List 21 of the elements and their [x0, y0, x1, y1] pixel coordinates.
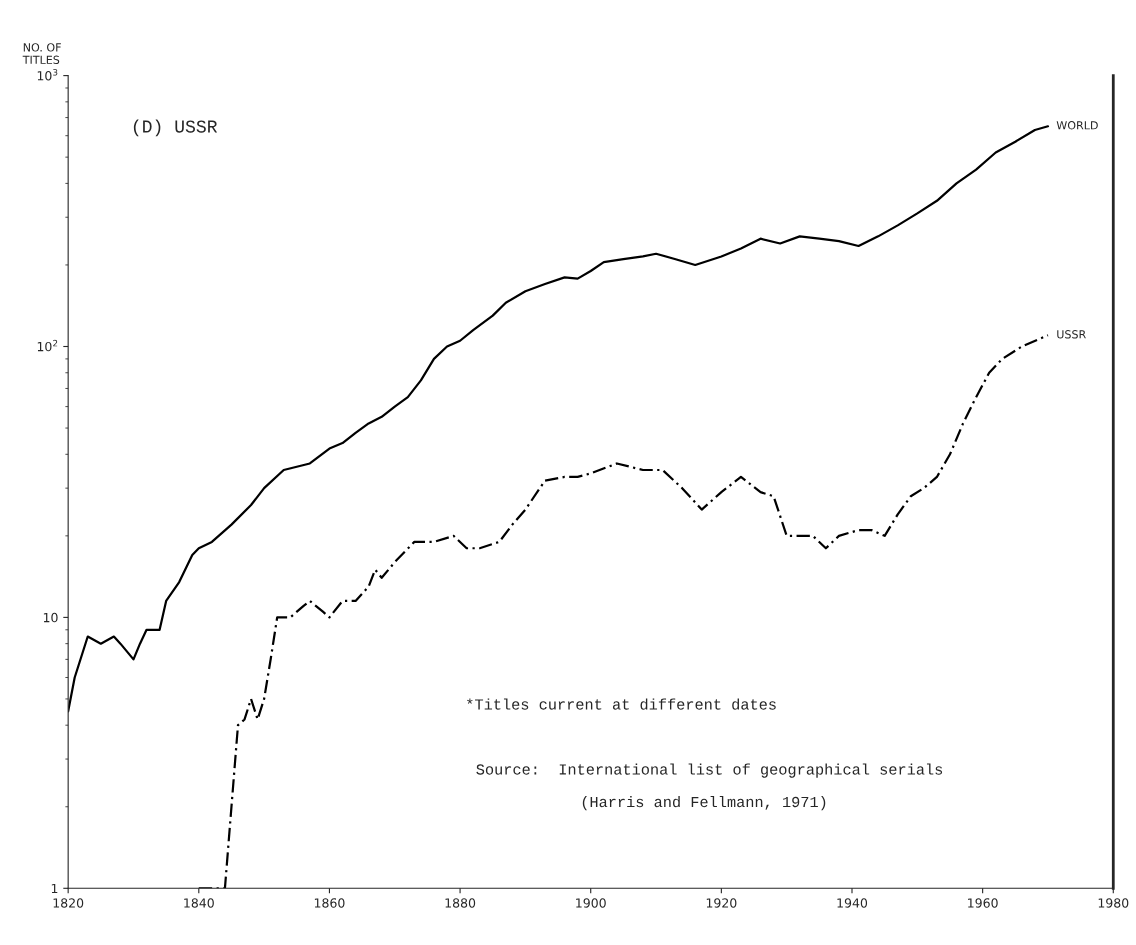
- x-tick-label: 1940: [837, 898, 868, 908]
- y-tick-label: 1: [51, 883, 58, 894]
- x-tick-label: 1960: [968, 898, 998, 908]
- y-axis-title: NO. OF TITLES: [22, 43, 61, 64]
- annotation: Source: International list of geographical serials: [476, 763, 943, 778]
- series-label: WORLD: [1056, 121, 1098, 130]
- text: (D) USSR: [133, 119, 218, 137]
- annotation: (Harris and Fellmann, 1971): [582, 795, 826, 811]
- y-tick-label: 10$^{3}$: [37, 68, 58, 81]
- x-tick-label: 1880: [445, 898, 476, 908]
- line-series: [197, 334, 1050, 889]
- x-tick-label: 1820: [53, 898, 84, 908]
- series-label: USSR: [1057, 330, 1086, 339]
- x-tick-label: 1840: [184, 898, 214, 908]
- annotation: *Titles current at different dates: [467, 698, 776, 710]
- y-tick-label: 10$^{2}$: [37, 339, 58, 352]
- x-tick-label: 1860: [314, 898, 345, 908]
- x-tick-label: 1980: [1098, 898, 1129, 908]
- x-tick-label: 1900: [576, 898, 606, 908]
- y-tick-label: 10: [43, 612, 58, 623]
- x-tick-label: 1920: [706, 898, 737, 908]
